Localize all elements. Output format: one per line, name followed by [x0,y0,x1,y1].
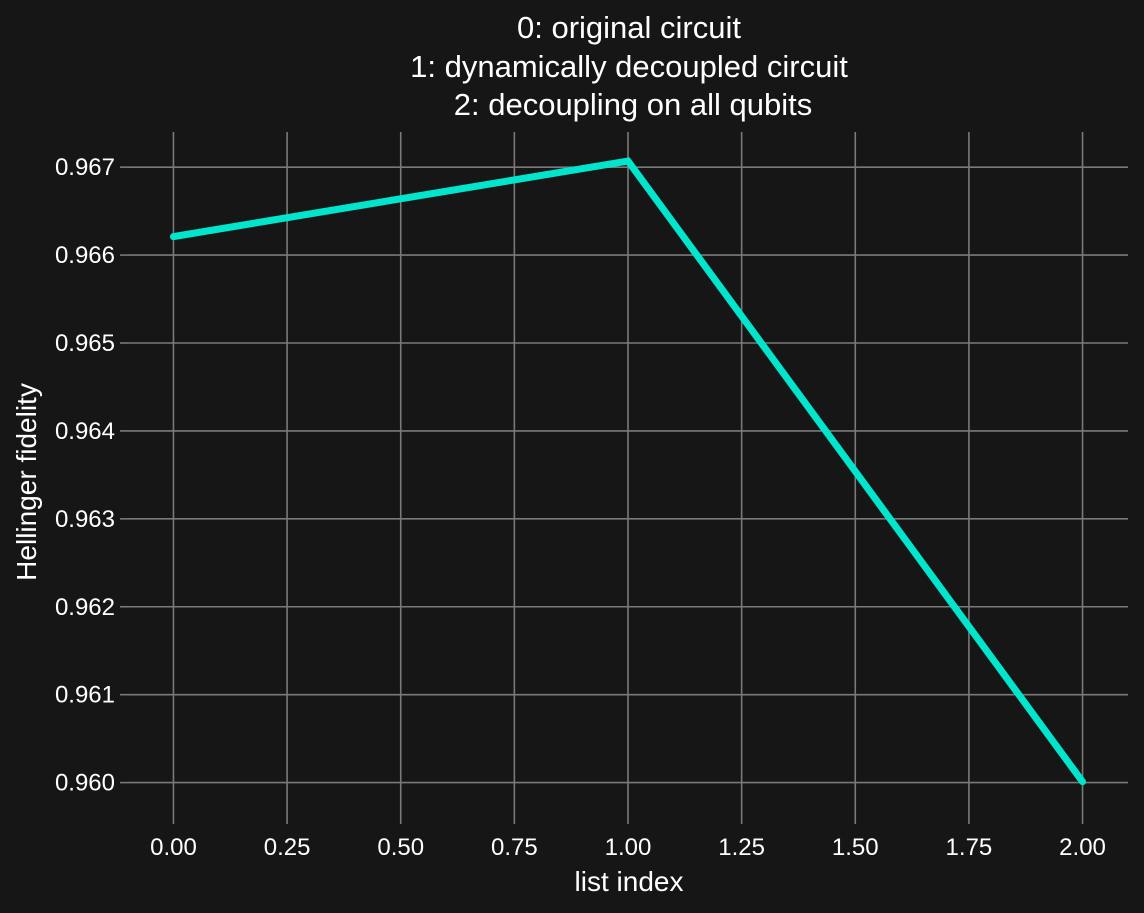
y-tick-label: 0.967 [55,154,115,181]
x-tick-label: 0.75 [491,834,538,861]
x-tick-label: 1.50 [832,834,879,861]
chart-title-line-2: 1: dynamically decoupled circuit [410,49,848,84]
y-tick-label: 0.964 [55,418,115,445]
y-tick-label: 0.963 [55,506,115,533]
y-tick-label: 0.962 [55,594,115,621]
y-tick-label: 0.966 [55,242,115,269]
x-axis-ticks: 0.00 0.25 0.50 0.75 1.00 1.25 1.50 1.75 2.00 [150,816,1106,861]
x-tick-label: 1.00 [605,834,652,861]
x-tick-label: 1.25 [718,834,765,861]
x-tick-label: 0.50 [377,834,424,861]
grid [128,132,1128,816]
chart-title-line-3: 2: decoupling on all qubits [454,87,812,122]
y-tick-label: 0.961 [55,682,115,709]
y-axis-label: Hellinger fidelity [11,383,42,581]
y-tick-label: 0.960 [55,770,115,797]
x-tick-label: 0.00 [150,834,197,861]
y-axis-ticks: 0.960 0.961 0.962 0.963 0.964 0.965 0.966 0.967 [55,154,128,797]
chart-title: 0: original circuit 1: dynamically decou… [410,10,848,122]
chart-title-line-1: 0: original circuit [517,10,741,45]
series-group [169,157,1087,786]
x-tick-label: 2.00 [1059,834,1106,861]
x-tick-label: 1.75 [946,834,993,861]
x-axis-label: list index [575,866,684,897]
x-tick-label: 0.25 [264,834,311,861]
y-tick-label: 0.965 [55,330,115,357]
